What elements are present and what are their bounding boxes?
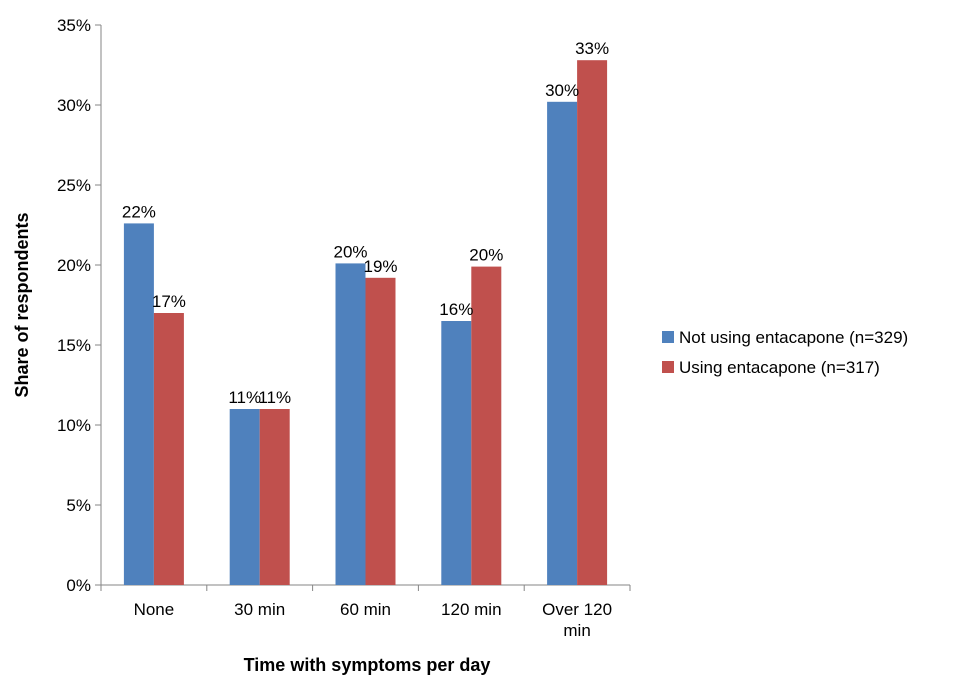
bar (154, 313, 184, 585)
data-label: 11% (258, 388, 291, 407)
legend-entry: Not using entacapone (n=329) (679, 328, 908, 347)
bar (336, 263, 366, 585)
bar (260, 409, 290, 585)
y-axis-title: Share of respondents (12, 212, 32, 397)
data-label: 30% (545, 81, 579, 100)
y-tick-label: 5% (66, 496, 91, 515)
y-tick-label: 35% (57, 16, 91, 35)
y-tick-label: 10% (57, 416, 91, 435)
bar (230, 409, 260, 585)
y-axis: 0% 5% 10% 15% 20% 25% 30% 35% (57, 16, 101, 595)
x-tick-label: None (134, 600, 175, 619)
bar (124, 223, 154, 585)
data-label: 22% (122, 202, 156, 221)
legend: Not using entacapone (n=329) Using entaca… (662, 328, 908, 377)
y-tick-label: 15% (57, 336, 91, 355)
x-tick-label: Over 120 min (542, 600, 612, 640)
legend-swatch (662, 331, 674, 343)
x-axis: None 30 min 60 min 120 min Over 120 min (101, 585, 630, 640)
x-axis-title: Time with symptoms per day (244, 655, 491, 675)
bar (547, 102, 577, 585)
bar (366, 278, 396, 585)
bar (577, 60, 607, 585)
y-tick-label: 20% (57, 256, 91, 275)
bar (441, 321, 471, 585)
data-label: 16% (439, 300, 473, 319)
data-label: 19% (363, 257, 397, 276)
data-label: 17% (152, 292, 186, 311)
y-tick-label: 30% (57, 96, 91, 115)
x-tick-label: 120 min (441, 600, 501, 619)
bars (124, 60, 607, 585)
y-tick-label: 0% (66, 576, 91, 595)
x-tick-label: 60 min (340, 600, 391, 619)
x-tick-label: 30 min (234, 600, 285, 619)
data-label: 20% (333, 242, 367, 261)
bar (471, 267, 501, 585)
data-label: 11% (228, 388, 261, 407)
y-tick-label: 25% (57, 176, 91, 195)
data-label: 33% (575, 39, 609, 58)
data-label: 20% (469, 246, 503, 265)
legend-swatch (662, 361, 674, 373)
legend-entry: Using entacapone (n=317) (679, 358, 880, 377)
